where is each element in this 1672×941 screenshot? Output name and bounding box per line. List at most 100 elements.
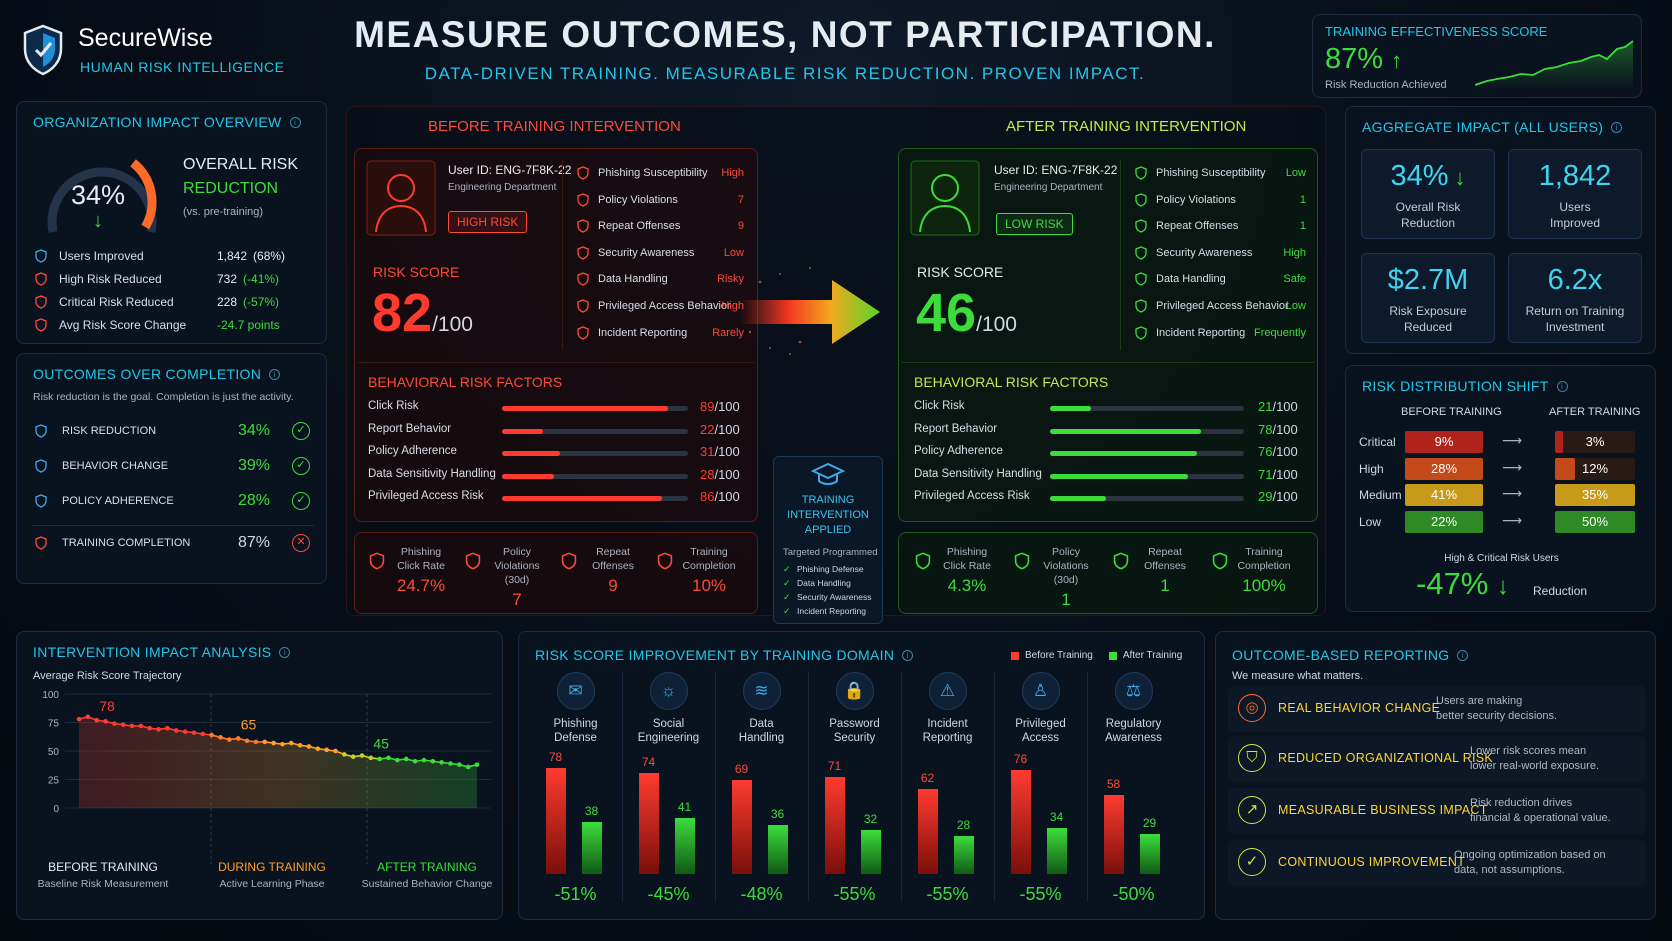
info-icon[interactable]: i	[269, 368, 281, 380]
stat-label-2: Violations (30d)	[1043, 560, 1089, 586]
scales-icon: ⚖	[1114, 672, 1153, 710]
dist-before-value: 9%	[1405, 431, 1483, 453]
tile-label: Users	[1559, 200, 1591, 214]
dist-row-label: Medium	[1359, 488, 1402, 502]
trajectory-point	[271, 740, 276, 746]
stat-value: 100%	[1242, 576, 1286, 595]
x-circle-icon: ✕	[292, 534, 310, 552]
factor-max: /100	[714, 444, 740, 459]
arrow-right-icon: ⟶	[1502, 432, 1523, 448]
outcome-reporting-panel: OUTCOME-BASED REPORTING i We measure what…	[1215, 631, 1656, 920]
factor-max: /100	[714, 489, 740, 504]
factor-bar-track	[1050, 406, 1244, 411]
intervention-title-1: TRAINING	[801, 494, 855, 506]
bar-after	[1139, 834, 1160, 874]
trajectory-peak-label: 65	[241, 716, 257, 732]
bar-before-value: 58	[1106, 776, 1121, 791]
stat-value: 1	[1160, 576, 1170, 595]
factor-value: 71	[1258, 466, 1273, 482]
trajectory-point	[297, 743, 303, 748]
dist-before-value: 28%	[1405, 457, 1483, 480]
bar-after-value: 29	[1142, 816, 1157, 831]
domain-label: Regulatory	[1105, 718, 1162, 730]
factor-value: 78	[1258, 421, 1273, 437]
info-icon[interactable]: i	[1556, 380, 1568, 392]
intervention-title-2: INTERVENTION	[787, 509, 869, 521]
org-row-value: 732	[217, 272, 238, 286]
tile-label-2: Improved	[1549, 216, 1601, 230]
after-score-label: RISK SCORE	[917, 264, 1004, 280]
arrow-down-icon: ↓	[93, 210, 103, 232]
bar-before	[917, 789, 938, 874]
y-tick-label: 0	[53, 804, 59, 815]
trajectory-peak-label: 78	[99, 698, 115, 714]
shield-icon	[34, 424, 48, 443]
factor-bar-fill	[1050, 406, 1091, 411]
trajectory-point	[76, 716, 82, 722]
domain-delta: -55%	[1019, 884, 1062, 904]
bar-after	[1046, 827, 1067, 874]
trajectory-point	[218, 735, 223, 740]
trajectory-point	[324, 747, 329, 753]
domain-delta: -50%	[1112, 884, 1155, 904]
info-icon[interactable]: i	[289, 116, 301, 128]
factor-value: 28	[700, 466, 715, 482]
metric-value: 1	[1299, 220, 1306, 233]
after-title: AFTER TRAINING INTERVENTION	[1006, 118, 1247, 135]
effectiveness-value: 87%	[1325, 43, 1384, 75]
stat-icon	[464, 552, 482, 575]
column-divider	[622, 672, 623, 902]
arrow-down-icon: ↓	[1454, 165, 1466, 190]
trajectory-point	[430, 758, 436, 764]
bar-before	[638, 772, 659, 874]
legend-swatch-before	[1011, 651, 1019, 660]
lock-icon: 🔒	[835, 672, 874, 710]
info-icon[interactable]: i	[902, 649, 914, 661]
factor-max: /100	[1272, 444, 1298, 459]
tile-label: Risk Exposure	[1389, 304, 1467, 318]
reporting-row-desc: Users are making	[1436, 695, 1523, 707]
factor-value: 86	[700, 489, 715, 504]
effectiveness-caption: Risk Reduction Achieved	[1325, 79, 1447, 91]
trajectory-point	[262, 739, 268, 745]
outcome-label: BEHAVIOR CHANGE	[62, 460, 169, 472]
phase-desc: Baseline Risk Measurement	[37, 878, 169, 890]
bar-before-value: 69	[734, 761, 749, 776]
stat-value: 10%	[691, 576, 727, 595]
bar-before	[1010, 770, 1031, 874]
low-risk-badge: LOW RISK	[996, 213, 1073, 235]
trajectory-point	[235, 736, 241, 741]
info-icon[interactable]: i	[1611, 121, 1623, 133]
domain-delta: -55%	[833, 884, 876, 904]
metric-icon	[1134, 272, 1148, 291]
bar-after	[674, 818, 695, 874]
stat-icon	[914, 552, 932, 575]
factor-bar-fill	[1050, 496, 1107, 501]
aggregate-title: AGGREGATE IMPACT (ALL USERS)	[1362, 119, 1604, 135]
metric-label: Data Handling	[598, 273, 668, 286]
factor-label: Report Behavior	[368, 422, 452, 435]
trajectory-subtitle: Average Risk Score Trajectory	[33, 670, 182, 682]
factor-label: Click Risk	[368, 400, 419, 412]
reporting-row-desc: Risk reduction drives	[1470, 797, 1573, 809]
trajectory-point	[448, 761, 453, 766]
metric-label: Phishing Susceptibility	[1156, 167, 1266, 179]
column-divider	[715, 672, 716, 902]
trajectory-point	[359, 753, 365, 758]
info-icon[interactable]: i	[279, 646, 291, 658]
stat-label: Phishing	[946, 546, 988, 558]
domain-label: Social	[652, 718, 685, 730]
info-icon[interactable]: i	[1457, 649, 1469, 661]
aggregate-tile: 6.2x Return on Training Investment	[1508, 253, 1642, 343]
stat-label: Training	[690, 546, 728, 558]
stat-label-2: Completion	[682, 560, 736, 572]
org-row-label: High Risk Reduced	[59, 272, 162, 286]
dist-row-label: Critical	[1359, 435, 1396, 449]
after-score-max: /100	[976, 313, 1017, 336]
phase-desc: Sustained Behavior Change	[361, 878, 493, 890]
privileged-user-icon: ♙	[1021, 672, 1060, 710]
stat-value: 4.3%	[947, 576, 987, 595]
metric-value: High	[721, 300, 744, 312]
domain-label-2: Engineering	[637, 732, 700, 744]
trajectory-point	[138, 723, 144, 729]
